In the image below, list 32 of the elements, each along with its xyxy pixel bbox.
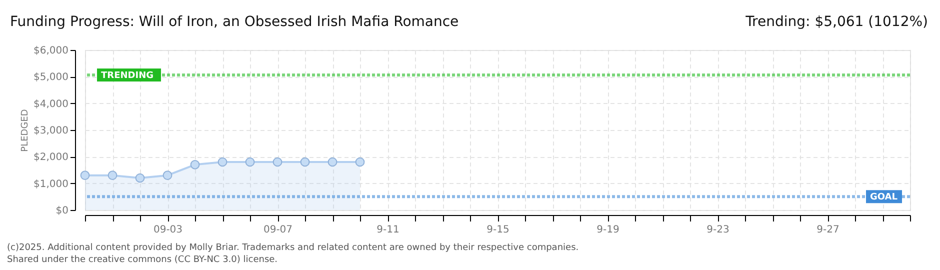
point (300, 157, 310, 167)
y-tick-label: $6,000 (34, 46, 68, 56)
x-tick-label: 9-27 (816, 224, 840, 236)
ref-line-label: TRENDING (101, 71, 154, 82)
point (162, 170, 172, 180)
point (355, 157, 365, 167)
point (80, 170, 90, 180)
text: Shared under the creative commons (CC BY-NC 3.0) license. (7, 255, 278, 265)
x-tick-label: 9-23 (706, 224, 730, 236)
y-tick-label: $2,000 (34, 152, 68, 164)
point (328, 157, 338, 167)
point (108, 170, 118, 180)
chart-title: Funding Progress: Will of Iron, an Obsessed Irish Mafia Romance (10, 14, 459, 30)
y-tick-label: $1,000 (34, 178, 68, 190)
point (272, 157, 282, 167)
point (135, 173, 145, 183)
x-tick-label: 09-07 (263, 224, 293, 236)
x-tick-label: 9-19 (596, 224, 620, 236)
y-tick-label: $5,000 (34, 72, 68, 84)
x-tick-label: 9-15 (486, 224, 510, 236)
y-tick-label: $4,000 (34, 98, 68, 110)
y-tick-label: $3,000 (34, 126, 68, 136)
y-tick-label: $0 (56, 206, 68, 216)
point (190, 160, 200, 170)
point (218, 157, 228, 167)
text: (c)2025. Additional content provided by Molly Briar. Trademarks and related content are owned by their respective companies. (7, 243, 579, 253)
ref-line-label: GOAL (870, 192, 898, 203)
chart-subtitle: Trending: $5,061 (1012%) (744, 14, 928, 30)
y-axis-title: PLEDGED (20, 109, 31, 152)
x-tick-label: 09-03 (153, 224, 183, 236)
x-tick-label: 9-11 (376, 224, 400, 236)
point (245, 157, 255, 167)
